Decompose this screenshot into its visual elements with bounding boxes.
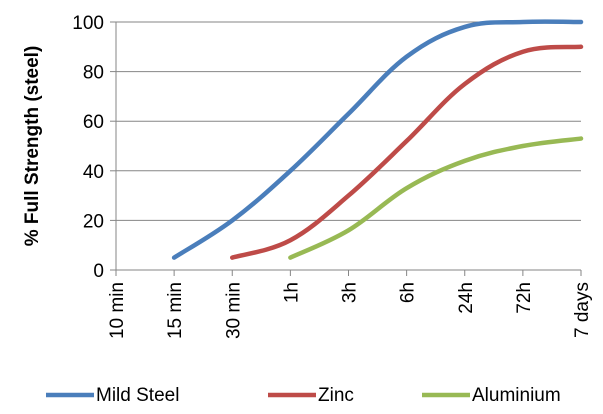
gridlines <box>116 21 581 221</box>
legend-label-mild-steel: Mild Steel <box>96 385 179 406</box>
series-line-aluminium <box>288 136 584 260</box>
y-tick-label-40: 40 <box>83 162 104 183</box>
x-tick-label-7: 72h <box>514 282 535 314</box>
series-line-zinc <box>230 44 584 260</box>
legend-label-aluminium: Aluminium <box>472 385 561 406</box>
x-tick-labels: 10 min 15 min 30 min 1h 3h 6h 24h 72h 7 days <box>107 282 593 339</box>
y-tick-label-80: 80 <box>83 63 104 84</box>
y-axis-label: % Full Strength (steel) <box>22 46 43 247</box>
y-tick-label-60: 60 <box>83 112 104 133</box>
x-tick-label-3: 1h <box>281 282 302 303</box>
series-lines <box>171 19 584 260</box>
series-line-mild-steel <box>171 19 584 260</box>
x-tick-label-4: 3h <box>340 282 361 303</box>
x-tick-label-0: 10 min <box>107 282 128 339</box>
y-tick-label-0: 0 <box>93 261 104 282</box>
y-tick-label-100: 100 <box>72 13 104 34</box>
legend-label-zinc: Zinc <box>318 385 354 406</box>
x-tick-label-6: 24h <box>456 282 477 314</box>
x-tick-label-8: 7 days <box>572 282 593 338</box>
axes <box>110 21 582 276</box>
legend: Mild Steel Zinc Aluminium <box>46 385 561 406</box>
y-tick-labels: 0 20 40 60 80 100 <box>72 13 104 282</box>
x-tick-label-2: 30 min <box>223 282 244 339</box>
y-tick-label-20: 20 <box>83 211 104 232</box>
x-tick-label-5: 6h <box>398 282 419 303</box>
x-tick-label-1: 15 min <box>165 282 186 339</box>
